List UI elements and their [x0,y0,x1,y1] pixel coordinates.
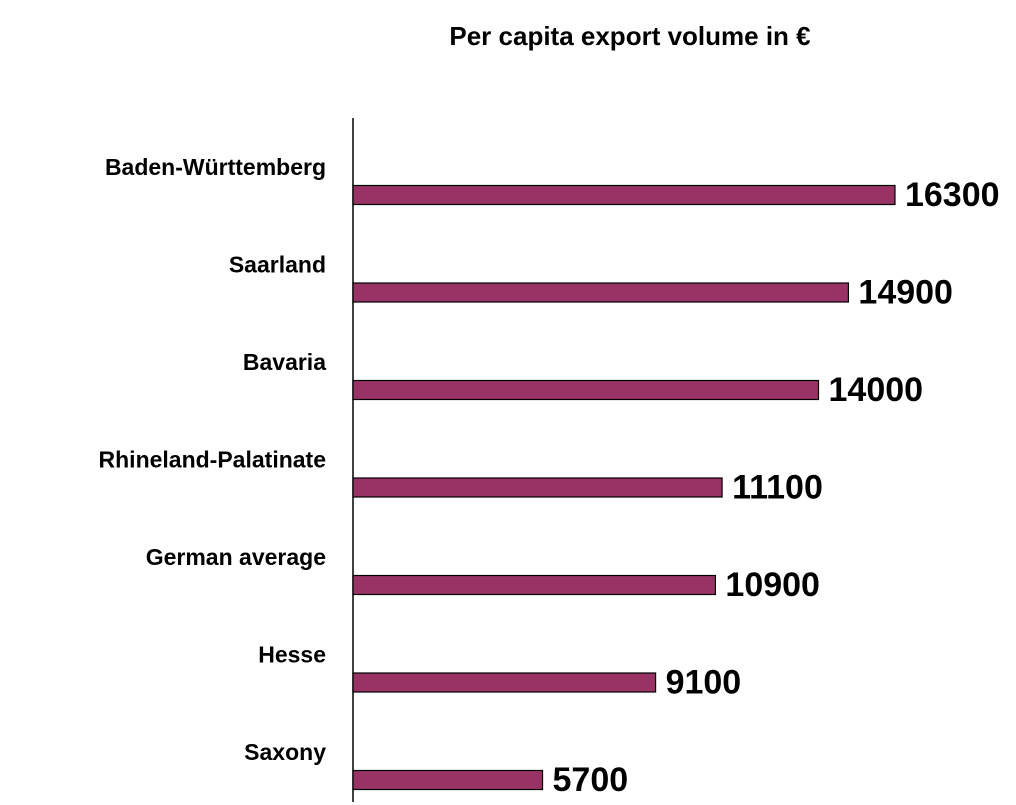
category-label: Hesse [258,642,326,668]
category-label: Saxony [244,739,326,765]
value-label: 9100 [666,663,742,701]
value-label: 10900 [725,566,820,604]
bar [352,184,896,206]
bar [352,672,657,693]
bar [352,574,717,596]
value-label: 14900 [858,273,953,311]
category-label: German average [146,544,326,570]
value-label: 16300 [905,176,1000,214]
bar [352,769,544,791]
bar [352,477,723,498]
value-label: 14000 [829,371,924,409]
chart-title: Per capita export volume in € [449,21,810,51]
value-label: 11100 [732,468,823,506]
category-label: Bavaria [243,349,326,375]
bar [352,379,820,401]
bar [352,282,850,303]
category-label: Saarland [229,252,326,278]
category-label: Baden-Württemberg [105,154,326,180]
category-label: Rhineland-Palatinate [99,447,326,473]
value-label: 5700 [553,761,629,799]
